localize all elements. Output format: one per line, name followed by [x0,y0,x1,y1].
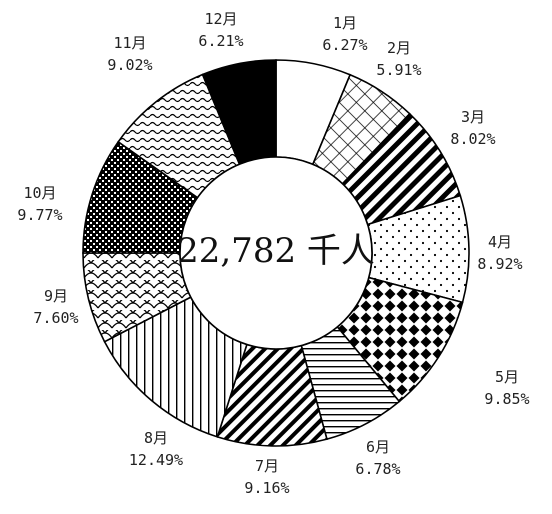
slice-label-2: 2月 5.91% [376,39,421,79]
center-total-label: 22,782 千人 [177,231,375,271]
slice-percent-8: 12.49% [129,451,183,469]
donut-hole [179,156,373,350]
slice-month-1: 1月 [333,14,357,32]
slice-percent-12: 6.21% [198,32,243,50]
slice-label-9: 9月 7.60% [33,287,78,327]
slice-label-12: 12月 6.21% [198,10,243,50]
slice-percent-5: 9.85% [484,390,529,408]
slice-month-5: 5月 [495,368,519,386]
slice-month-9: 9月 [44,287,68,305]
slice-month-8: 8月 [144,429,168,447]
donut-slices [82,59,470,447]
slice-percent-7: 9.16% [244,479,289,497]
slice-percent-4: 8.92% [477,255,522,273]
slice-month-11: 11月 [113,34,146,52]
slice-label-5: 5月 9.85% [484,368,529,408]
slice-label-10: 10月 9.77% [17,184,62,224]
slice-label-4: 4月 8.92% [477,233,522,273]
slice-percent-3: 8.02% [450,130,495,148]
slice-label-8: 8月 12.49% [129,429,183,469]
slice-month-4: 4月 [488,233,512,251]
slice-percent-11: 9.02% [107,56,152,74]
slice-month-12: 12月 [204,10,237,28]
slice-labels: 1月 6.27% 2月 5.91% 3月 8.02% 4月 8.92% 5月 9.85% 6月 6.7… [17,10,529,497]
slice-label-11: 11月 9.02% [107,34,152,74]
slice-percent-10: 9.77% [17,206,62,224]
slice-month-7: 7月 [255,457,279,475]
slice-percent-9: 7.60% [33,309,78,327]
slice-percent-2: 5.91% [376,61,421,79]
slice-label-1: 1月 6.27% [322,14,367,54]
slice-month-2: 2月 [387,39,411,57]
slice-label-7: 7月 9.16% [244,457,289,497]
slice-percent-6: 6.78% [355,460,400,478]
slice-label-6: 6月 6.78% [355,438,400,478]
slice-month-6: 6月 [366,438,390,456]
slice-percent-1: 6.27% [322,36,367,54]
slice-label-3: 3月 8.02% [450,108,495,148]
slice-month-10: 10月 [23,184,56,202]
slice-month-3: 3月 [461,108,485,126]
